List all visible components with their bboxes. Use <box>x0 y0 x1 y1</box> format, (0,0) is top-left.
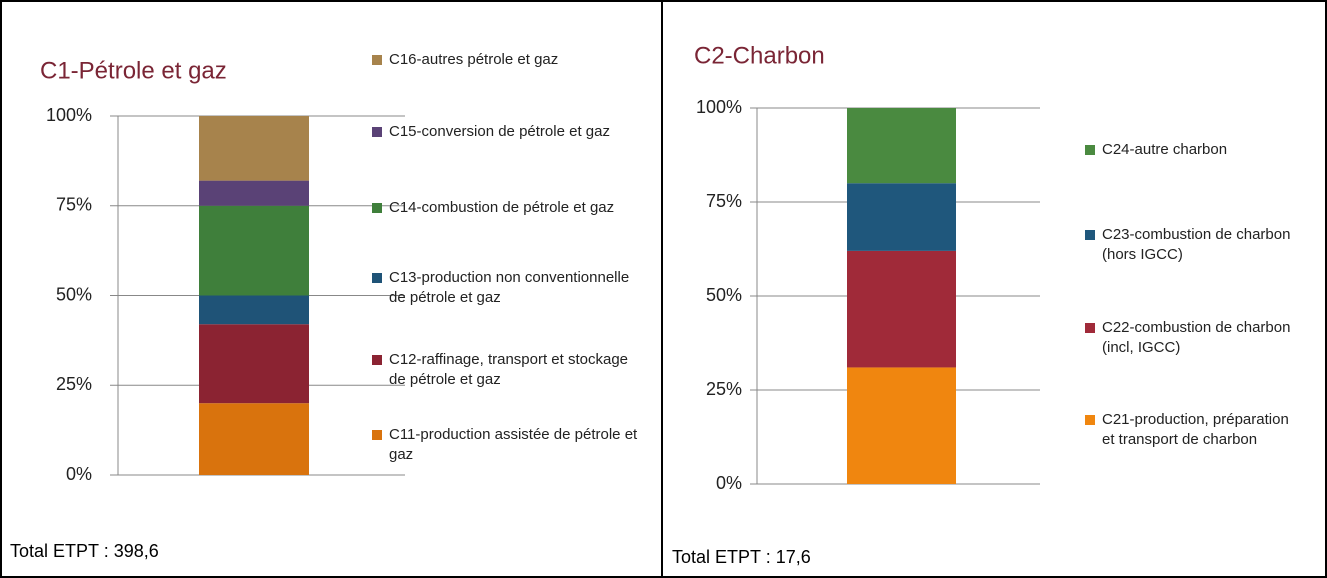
legend-label: C15-conversion de pétrole et gaz <box>389 123 610 140</box>
legend-item: C23-combustion de charbon (hors IGCC) <box>1085 225 1295 265</box>
legend-item: C16-autres pétrole et gaz <box>372 50 647 70</box>
y-tick-label: 0% <box>66 464 92 484</box>
bar-segment <box>199 403 309 475</box>
legend-label: C14-combustion de pétrole et gaz <box>389 199 615 216</box>
chart-title: C1-Pétrole et gaz <box>40 57 227 84</box>
bar-segment <box>847 250 956 368</box>
legend-item: C15-conversion de pétrole et gaz <box>372 122 647 142</box>
legend-label: C23-combustion de charbon (hors IGCC) <box>1102 226 1291 263</box>
y-tick-label: 50% <box>56 284 92 304</box>
legend-item: C12-raffinage, transport et stockage de … <box>372 350 647 390</box>
legend-label: C12-raffinage, transport et stockage de … <box>389 351 629 388</box>
legend-marker <box>372 430 382 440</box>
y-tick-label: 25% <box>706 379 742 399</box>
y-tick-label: 75% <box>56 195 92 215</box>
bar-segment <box>199 116 309 181</box>
legend-item: C21-production, préparation et transport… <box>1085 410 1295 450</box>
y-tick-label: 0% <box>716 473 742 493</box>
legend-marker <box>372 355 382 365</box>
bar-segment <box>199 324 309 404</box>
legend-label: C21-production, préparation et transport… <box>1102 411 1289 448</box>
legend-item: C13-production non conventionnelle de pé… <box>372 268 647 308</box>
y-tick-label: 100% <box>696 97 742 117</box>
legend-marker <box>372 127 382 137</box>
legend-item: C22-combustion de charbon (incl, IGCC) <box>1085 318 1295 358</box>
legend-marker <box>372 203 382 213</box>
chart-title: C2-Charbon <box>694 42 825 69</box>
legend-marker <box>372 273 382 283</box>
legend-label: C11-production assistée de pétrole et ga… <box>389 426 638 463</box>
legend-marker <box>1085 323 1095 333</box>
bar-segment <box>199 295 309 325</box>
legend-label: C22-combustion de charbon (incl, IGCC) <box>1102 319 1291 356</box>
bar-segment <box>847 367 956 484</box>
y-tick-label: 75% <box>706 191 742 211</box>
legend-label: C16-autres pétrole et gaz <box>389 51 559 68</box>
legend-label: C24-autre charbon <box>1102 141 1228 158</box>
legend-label: C13-production non conventionnelle de pé… <box>389 269 630 306</box>
legend-marker <box>1085 415 1095 425</box>
bar-segment <box>199 180 309 206</box>
legend-marker <box>1085 230 1095 240</box>
legend-item: C24-autre charbon <box>1085 140 1295 160</box>
legend-marker <box>372 55 382 65</box>
bar-segment <box>847 183 956 251</box>
legend-item: C14-combustion de pétrole et gaz <box>372 198 647 218</box>
note: Total ETPT : 17,6 <box>672 547 811 567</box>
y-tick-label: 25% <box>56 374 92 394</box>
legend-marker <box>1085 145 1095 155</box>
legend-item: C11-production assistée de pétrole et ga… <box>372 425 647 465</box>
y-tick-label: 50% <box>706 285 742 305</box>
bar-segment <box>847 108 956 184</box>
note: Total ETPT : 398,6 <box>10 541 159 561</box>
y-tick-label: 100% <box>46 105 92 125</box>
bar-segment <box>199 205 309 296</box>
